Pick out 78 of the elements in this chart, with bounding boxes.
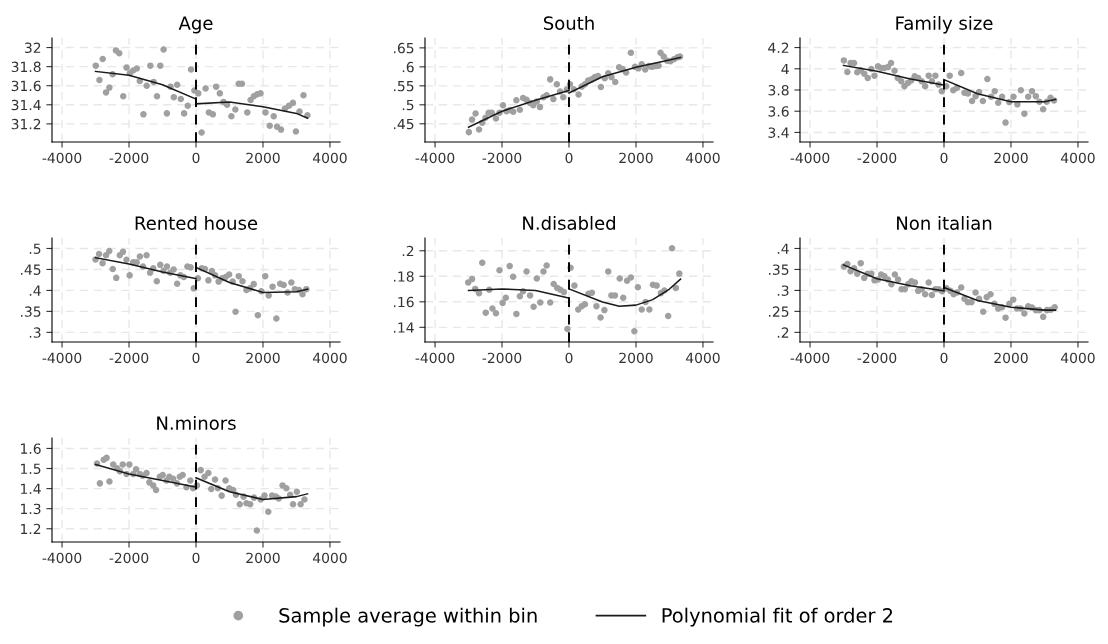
y-tick-label: .35 [768,264,789,275]
y-tick-label: .45 [20,264,41,275]
y-tick-label: .4 [777,243,789,254]
x-tick-label: -4000 [790,152,830,164]
x-tick-label: 4000 [1060,152,1095,164]
y-tick-label: .65 [393,42,414,54]
x-tick-label: 0 [192,152,200,164]
y-tick-label: .5 [402,99,414,111]
y-tick-label: .16 [393,296,414,308]
x-tick-label: 2000 [246,152,280,164]
x-tick-label: -4000 [42,552,82,564]
chart-title: Rented house [135,215,258,230]
chart-title: Non italian [897,215,992,230]
x-tick-label: 0 [565,352,573,364]
y-tick-label: 1.2 [21,523,41,535]
x-tick-label: 0 [192,552,200,564]
y-tick-label: 4 [781,63,789,75]
x-tick-label: 2000 [994,152,1028,164]
x-tick-label: 4000 [1060,352,1095,364]
y-tick-label: 3.8 [768,84,789,96]
y-tick-label: .2 [402,245,414,257]
x-tick-label: -4000 [790,352,830,364]
y-tick-label: 1.3 [21,503,41,515]
chart-title: Family size [896,15,993,34]
x-tick-label: -2000 [109,152,149,164]
y-tick-label: .14 [393,322,414,333]
y-tick-label: 3.4 [768,127,789,138]
x-tick-label: -4000 [415,152,455,164]
x-tick-label: -2000 [109,352,149,364]
y-tick-label: .4 [29,285,41,296]
x-tick-label: -4000 [42,152,82,164]
x-tick-label: -2000 [109,552,149,564]
y-tick-label: .5 [29,243,41,254]
x-tick-label: -2000 [857,152,897,164]
y-tick-label: 31.6 [11,80,41,92]
x-tick-label: -4000 [415,352,455,364]
legend-label: Polynomial fit of order 2 [662,607,893,627]
y-tick-label: .2 [777,327,789,338]
y-tick-label: .6 [402,61,414,73]
y-tick-label: 4.2 [768,42,789,53]
y-tick-label: 31.2 [11,118,41,130]
chart-title: Age [178,16,213,34]
y-tick-label: 31.4 [11,99,41,111]
x-tick-label: 4000 [685,152,720,164]
x-tick-label: 2000 [994,352,1028,364]
x-tick-label: -2000 [482,152,522,164]
chart-title: N.minors [157,415,236,430]
y-tick-label: .45 [393,118,414,130]
x-tick-label: 2000 [246,352,280,364]
y-tick-label: .25 [768,306,789,317]
x-tick-label: 0 [940,352,948,364]
x-tick-label: -2000 [482,352,522,364]
x-tick-label: 2000 [619,152,653,164]
y-tick-label: .55 [393,80,414,92]
legend-label: Sample average within bin [279,607,537,627]
x-tick-label: 2000 [619,352,653,364]
y-tick-label: 1.5 [21,463,41,474]
y-tick-label: 1.4 [21,483,41,494]
x-tick-label: 4000 [685,352,720,364]
y-tick-label: .3 [777,285,789,296]
y-tick-label: .18 [393,271,414,282]
x-tick-label: 2000 [246,552,280,564]
y-tick-label: 3.6 [768,106,789,117]
y-tick-label: 31.8 [11,61,41,73]
x-tick-label: 0 [565,152,573,164]
x-tick-label: 4000 [312,152,347,164]
x-tick-label: 4000 [312,552,347,564]
x-tick-label: 0 [940,152,948,164]
x-tick-label: 0 [192,352,200,364]
chart-title: South [543,15,594,30]
y-tick-label: .35 [20,306,41,317]
x-tick-label: 4000 [312,352,347,364]
y-tick-label: 32 [24,42,41,54]
chart-title: N.disabled [523,215,615,230]
y-tick-label: 1.6 [21,443,41,454]
x-tick-label: -4000 [42,352,82,364]
y-tick-label: .3 [29,327,41,338]
x-tick-label: -2000 [857,352,897,364]
